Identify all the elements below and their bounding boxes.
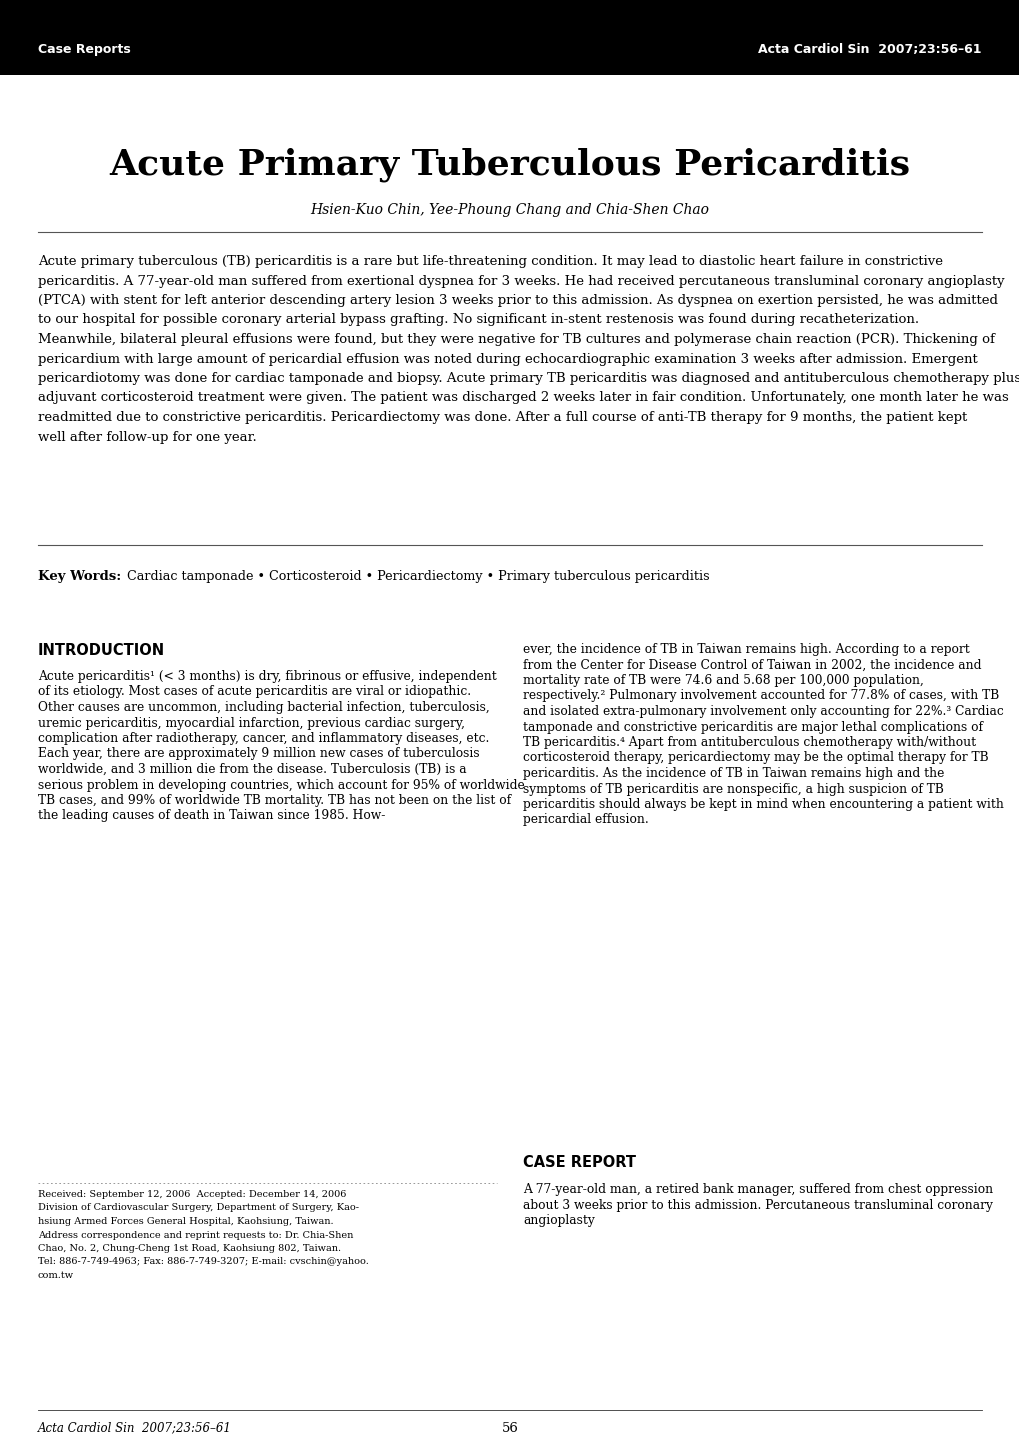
Text: from the Center for Disease Control of Taiwan in 2002, the incidence and: from the Center for Disease Control of T… (523, 658, 980, 671)
Text: Case Reports: Case Reports (38, 43, 130, 56)
Text: Chao, No. 2, Chung-Cheng 1st Road, Kaohsiung 802, Taiwan.: Chao, No. 2, Chung-Cheng 1st Road, Kaohs… (38, 1244, 340, 1253)
Text: complication after radiotherapy, cancer, and inflammatory diseases, etc.: complication after radiotherapy, cancer,… (38, 732, 489, 745)
Text: pericarditis should always be kept in mind when encountering a patient with: pericarditis should always be kept in mi… (523, 798, 1003, 811)
Text: Acta Cardiol Sin  2007;23:56–61: Acta Cardiol Sin 2007;23:56–61 (38, 1421, 231, 1434)
Text: mortality rate of TB were 74.6 and 5.68 per 100,000 population,: mortality rate of TB were 74.6 and 5.68 … (523, 674, 923, 687)
Text: Division of Cardiovascular Surgery, Department of Surgery, Kao-: Division of Cardiovascular Surgery, Depa… (38, 1203, 359, 1212)
Text: pericardial effusion.: pericardial effusion. (523, 814, 648, 827)
Text: tamponade and constrictive pericarditis are major lethal complications of: tamponade and constrictive pericarditis … (523, 720, 982, 733)
Text: Acute primary tuberculous (TB) pericarditis is a rare but life-threatening condi: Acute primary tuberculous (TB) pericardi… (38, 255, 943, 268)
Text: adjuvant corticosteroid treatment were given. The patient was discharged 2 weeks: adjuvant corticosteroid treatment were g… (38, 391, 1008, 404)
Text: TB cases, and 99% of worldwide TB mortality. TB has not been on the list of: TB cases, and 99% of worldwide TB mortal… (38, 794, 511, 807)
Text: (PTCA) with stent for left anterior descending artery lesion 3 weeks prior to th: (PTCA) with stent for left anterior desc… (38, 294, 997, 307)
Text: the leading causes of death in Taiwan since 1985. How-: the leading causes of death in Taiwan si… (38, 810, 385, 823)
Text: uremic pericarditis, myocardial infarction, previous cardiac surgery,: uremic pericarditis, myocardial infarcti… (38, 717, 465, 730)
Text: Acta Cardiol Sin  2007;23:56–61: Acta Cardiol Sin 2007;23:56–61 (758, 43, 981, 56)
Text: INTRODUCTION: INTRODUCTION (38, 644, 165, 658)
Text: CASE REPORT: CASE REPORT (523, 1154, 636, 1170)
Text: Received: September 12, 2006  Accepted: December 14, 2006: Received: September 12, 2006 Accepted: D… (38, 1190, 346, 1199)
Text: Key Words:: Key Words: (38, 570, 121, 583)
Text: symptoms of TB pericarditis are nonspecific, a high suspicion of TB: symptoms of TB pericarditis are nonspeci… (523, 782, 943, 795)
Text: Hsien-Kuo Chin, Yee-Phoung Chang and Chia-Shen Chao: Hsien-Kuo Chin, Yee-Phoung Chang and Chi… (310, 203, 709, 216)
Text: TB pericarditis.⁴ Apart from antituberculous chemotherapy with/without: TB pericarditis.⁴ Apart from antitubercu… (523, 736, 975, 749)
Text: A 77-year-old man, a retired bank manager, suffered from chest oppression: A 77-year-old man, a retired bank manage… (523, 1183, 993, 1196)
Text: pericardiotomy was done for cardiac tamponade and biopsy. Acute primary TB peric: pericardiotomy was done for cardiac tamp… (38, 372, 1019, 385)
Text: Other causes are uncommon, including bacterial infection, tuberculosis,: Other causes are uncommon, including bac… (38, 701, 489, 714)
Text: corticosteroid therapy, pericardiectomy may be the optimal therapy for TB: corticosteroid therapy, pericardiectomy … (523, 752, 987, 765)
Text: pericarditis. A 77-year-old man suffered from exertional dyspnea for 3 weeks. He: pericarditis. A 77-year-old man suffered… (38, 274, 1004, 287)
Text: worldwide, and 3 million die from the disease. Tuberculosis (TB) is a: worldwide, and 3 million die from the di… (38, 763, 466, 776)
Text: respectively.² Pulmonary involvement accounted for 77.8% of cases, with TB: respectively.² Pulmonary involvement acc… (523, 690, 999, 703)
Text: Each year, there are approximately 9 million new cases of tuberculosis: Each year, there are approximately 9 mil… (38, 747, 479, 760)
Text: ever, the incidence of TB in Taiwan remains high. According to a report: ever, the incidence of TB in Taiwan rema… (523, 644, 969, 657)
Text: Acute Primary Tuberculous Pericarditis: Acute Primary Tuberculous Pericarditis (109, 147, 910, 182)
Bar (0, 0, 1019, 75)
Text: of its etiology. Most cases of acute pericarditis are viral or idiopathic.: of its etiology. Most cases of acute per… (38, 685, 471, 698)
Text: Acute pericarditis¹ (< 3 months) is dry, fibrinous or effusive, independent: Acute pericarditis¹ (< 3 months) is dry,… (38, 670, 496, 683)
Text: pericarditis. As the incidence of TB in Taiwan remains high and the: pericarditis. As the incidence of TB in … (523, 768, 944, 781)
Text: 56: 56 (501, 1421, 518, 1434)
Text: well after follow-up for one year.: well after follow-up for one year. (38, 430, 257, 443)
Text: serious problem in developing countries, which account for 95% of worldwide: serious problem in developing countries,… (38, 779, 524, 792)
Text: com.tw: com.tw (38, 1271, 74, 1280)
Text: readmitted due to constrictive pericarditis. Pericardiectomy was done. After a f: readmitted due to constrictive pericardi… (38, 411, 966, 424)
Text: and isolated extra-pulmonary involvement only accounting for 22%.³ Cardiac: and isolated extra-pulmonary involvement… (523, 706, 1003, 719)
Text: pericardium with large amount of pericardial effusion was noted during echocardi: pericardium with large amount of pericar… (38, 352, 977, 365)
Text: Cardiac tamponade • Corticosteroid • Pericardiectomy • Primary tuberculous peric: Cardiac tamponade • Corticosteroid • Per… (115, 570, 709, 583)
Text: Address correspondence and reprint requests to: Dr. Chia-Shen: Address correspondence and reprint reque… (38, 1231, 353, 1240)
Text: Meanwhile, bilateral pleural effusions were found, but they were negative for TB: Meanwhile, bilateral pleural effusions w… (38, 333, 994, 346)
Text: hsiung Armed Forces General Hospital, Kaohsiung, Taiwan.: hsiung Armed Forces General Hospital, Ka… (38, 1216, 333, 1227)
Text: angioplasty: angioplasty (523, 1214, 594, 1227)
Text: about 3 weeks prior to this admission. Percutaneous transluminal coronary: about 3 weeks prior to this admission. P… (523, 1199, 991, 1212)
Text: Tel: 886-7-749-4963; Fax: 886-7-749-3207; E-mail: cvschin@yahoo.: Tel: 886-7-749-4963; Fax: 886-7-749-3207… (38, 1257, 369, 1267)
Text: to our hospital for possible coronary arterial bypass grafting. No significant i: to our hospital for possible coronary ar… (38, 313, 918, 326)
